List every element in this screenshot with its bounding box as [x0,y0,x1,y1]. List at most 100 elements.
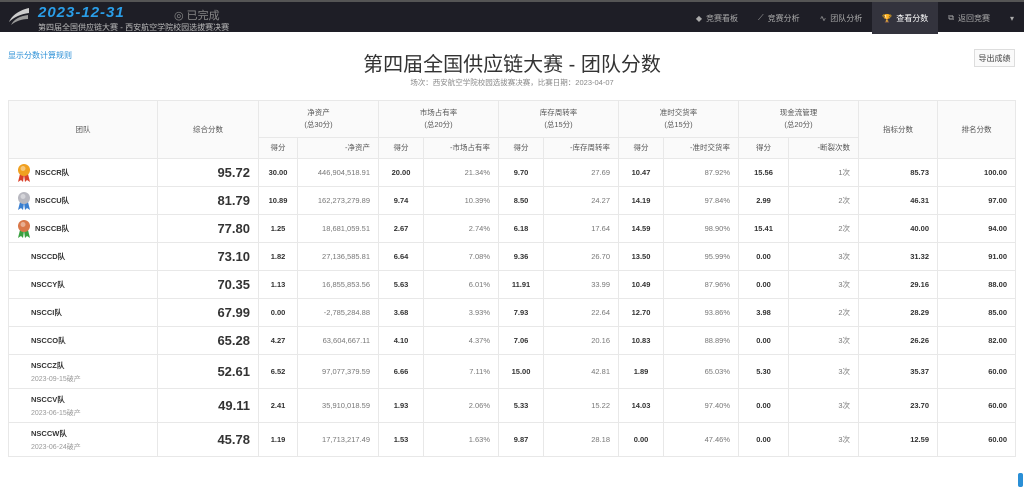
metric-score: 15.41 [738,214,789,243]
table-row: NSCCR队 95.72 30.00 446,904,518.91 20.00 21.34… [8,158,1016,187]
metric-score: 14.03 [618,388,664,423]
metric-score: 1.89 [618,354,664,389]
metric-score: 9.87 [498,422,544,457]
user-menu-dropdown[interactable]: ▾ [1000,2,1024,34]
metric-score: 15.00 [498,354,544,389]
table-row: NSCCD队 73.10 1.82 27,136,585.81 6.64 7.08% 9.3… [8,242,1016,271]
nav-label: 返回竞赛 [957,13,990,23]
nav-trophy[interactable]: 🏆 查看分数 [872,2,939,34]
scrollbar[interactable] [1018,473,1023,487]
metric-score: 5.33 [498,388,544,423]
team-name: NSCCZ队 [31,360,65,370]
show-rules-link[interactable]: 显示分数计算规则 [8,51,72,60]
metric-score: 6.66 [378,354,424,389]
metric-value: 26.70 [543,242,619,271]
metric-score: 30.00 [258,158,298,187]
metric-value: 3次 [788,388,859,423]
header-total[interactable]: 综合分数 [157,100,259,159]
metric-score: 6.52 [258,354,298,389]
metric-value: -2,785,284.88 [297,298,379,327]
metric-value: 24.27 [543,186,619,215]
metric-value: 27.69 [543,158,619,187]
export-button[interactable]: 导出成绩 [974,49,1015,67]
metric-value: 4.37% [423,326,499,355]
metric-score: 2.41 [258,388,298,423]
group-name: 净资产 [307,108,330,117]
nav-diamond[interactable]: ◆ 竞赛看板 [686,2,748,34]
metric-value: 47.46% [663,422,739,457]
metric-score: 10.83 [618,326,664,355]
metric-value: 3次 [788,422,859,457]
pulse-icon: ∿ [819,13,827,23]
total-score: 45.78 [157,422,259,457]
line-chart-icon: ⟋ [757,13,764,22]
total-score: 81.79 [157,186,259,215]
index-score: 23.70 [858,388,938,423]
header-team: 团队 [8,100,158,159]
header-score: 得分 [258,137,298,159]
rank-score: 60.00 [937,388,1016,423]
diamond-icon: ◆ [695,13,702,23]
index-score: 46.31 [858,186,938,215]
status-text: 已完成 [186,10,220,22]
team-cell: NSCCZ队 2023-09-15破产 [8,354,158,389]
total-score: 95.72 [157,158,259,187]
metric-value: 16,855,853.56 [297,270,379,299]
rank-score: 91.00 [937,242,1016,271]
page-title: 第四届全国供应链大赛 - 团队分数 [363,54,661,76]
metric-score: 6.64 [378,242,424,271]
header-group: 现金流管理 (总20分) [738,100,859,138]
metric-value: 446,904,518.91 [297,158,379,187]
top-bar: 2023-12-31 ◎ 已完成 第四届全国供应链大赛 - 西安航空学院校园选拔… [0,0,1024,34]
index-score: 40.00 [858,214,938,243]
header-rank: 排名分数 [937,100,1016,159]
nav-pulse[interactable]: ∿ 团队分析 [810,2,873,34]
metric-value: 10.39% [423,186,499,215]
table-row: NSCCU队 81.79 10.89 162,273,279.89 9.74 10.39%… [8,186,1016,215]
metric-score: 20.00 [378,158,424,187]
team-name: NSCCU队 [35,196,70,205]
metric-score: 9.36 [498,242,544,271]
metric-score: 14.19 [618,186,664,215]
metric-value: 3次 [788,270,859,299]
header-group: 市场占有率 (总20分) [378,100,499,138]
table-row: NSCCO队 65.28 4.27 63,604,667.11 4.10 4.37% 7.0… [8,326,1016,355]
rank-score: 85.00 [937,298,1016,327]
logo-icon [9,8,29,25]
header-index: 指标分数 [858,100,938,159]
header-metric: -准时交货率 [663,137,739,159]
team-cell: NSCCR队 [8,158,158,187]
team-cell: NSCCU队 [8,186,158,215]
nav-line-chart[interactable]: ⟋ 竞赛分析 [748,2,810,34]
metric-value: 6.01% [423,270,499,299]
header-group: 准时交货率 (总15分) [618,100,739,138]
metric-score: 7.06 [498,326,544,355]
group-name: 准时交货率 [659,108,698,117]
metric-score: 1.93 [378,388,424,423]
group-max: (总15分) [544,120,573,129]
team-name: NSCCB队 [35,224,70,233]
metric-score: 0.00 [618,422,664,457]
nav-external-link[interactable]: ⧉ 返回竞赛 [938,2,1000,34]
metric-value: 87.92% [663,158,739,187]
index-score: 85.73 [858,158,938,187]
metric-score: 0.00 [738,422,789,457]
group-name: 库存周转率 [539,108,578,117]
team-cell: NSCCB队 [8,214,158,243]
rank-score: 60.00 [937,422,1016,457]
team-name: NSCCD队 [31,252,66,261]
group-max: (总20分) [424,120,453,129]
total-score: 67.99 [157,298,259,327]
total-score: 52.61 [157,354,259,389]
team-cell: NSCCO队 [8,326,158,355]
index-score: 28.29 [858,298,938,327]
metric-value: 17.64 [543,214,619,243]
metric-value: 2.06% [423,388,499,423]
metric-value: 63,604,667.11 [297,326,379,355]
group-max: (总15分) [664,120,693,129]
team-name: NSCCW队 [31,428,67,438]
rank-score: 82.00 [937,326,1016,355]
table-row: NSCCB队 77.80 1.25 18,681,059.51 2.67 2.74% 6.1… [8,214,1016,243]
bankrupt-note: 2023-06-15破产 [31,409,81,417]
external-link-icon: ⧉ [948,13,954,22]
